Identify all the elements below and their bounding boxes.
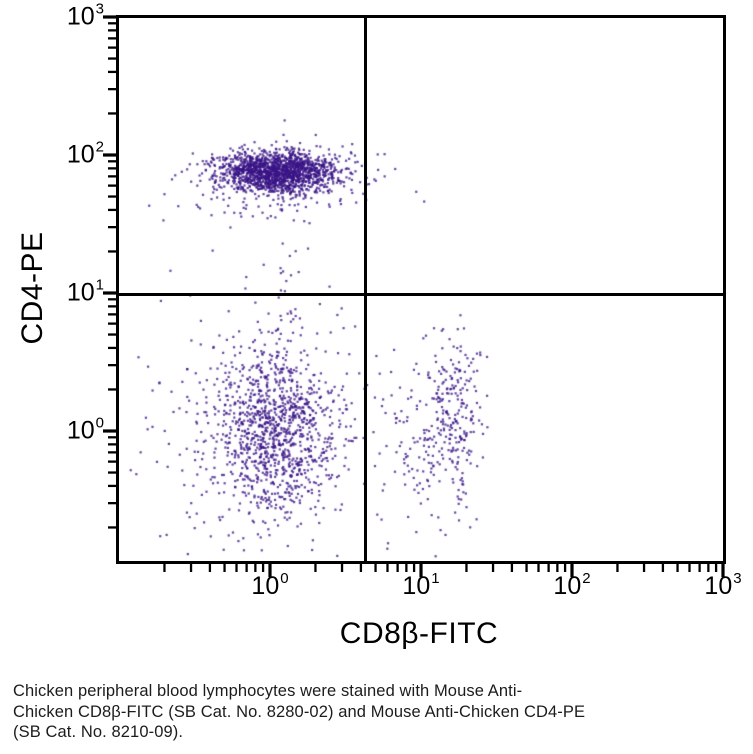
x-tick-label: 103 [704,569,742,600]
plot-frame [116,15,726,564]
figure-caption: Chicken peripheral blood lymphocytes wer… [13,681,713,743]
x-tick-label: 102 [553,569,591,600]
x-tick-label: 100 [251,569,289,600]
x-axis-title: CD8β-FITC [339,617,499,650]
caption-line: Chicken CD8β-FITC (SB Cat. No. 8280-02) … [13,702,586,721]
quadrant-gate-horizontal-line [119,292,723,296]
y-tick-label: 100 [66,414,104,445]
caption-line: Chicken peripheral blood lymphocytes wer… [13,682,523,700]
quadrant-gate-vertical-line [364,18,368,561]
y-tick-label: 103 [66,0,104,31]
y-axis-title: CD4-PE [16,231,49,345]
y-tick-label: 101 [66,276,104,307]
y-tick-label: 102 [66,138,104,169]
caption-line: (SB Cat. No. 8210-09). [13,723,184,741]
x-tick-label: 101 [402,569,440,600]
